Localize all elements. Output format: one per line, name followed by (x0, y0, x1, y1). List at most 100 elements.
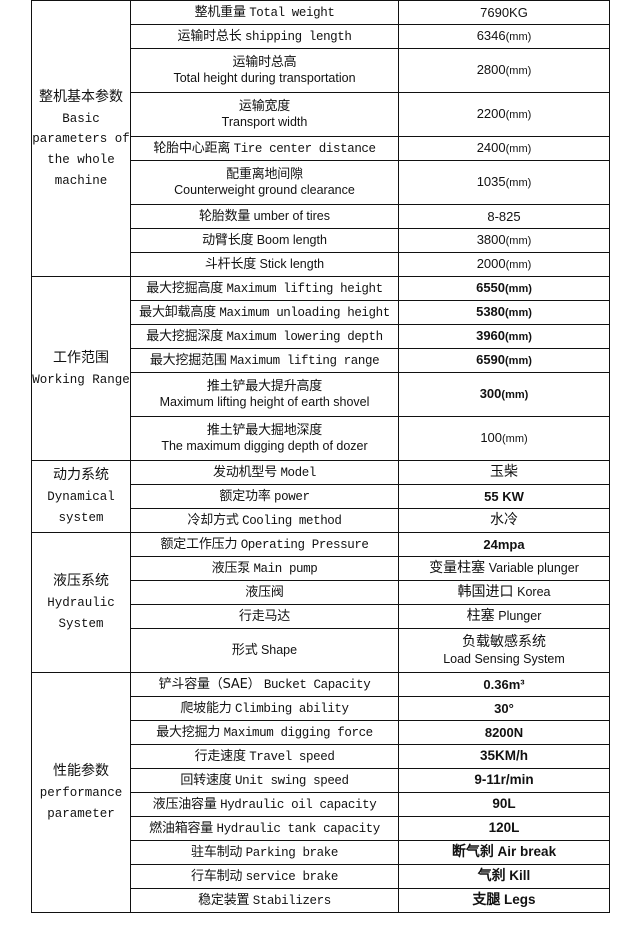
parameter-value-text: Kill (509, 868, 531, 884)
parameter-name-en: Main pump (253, 562, 318, 576)
table-row: 工作范围 Working Range 最大挖掘高度 Maximum lifting … (31, 276, 610, 461)
parameter-name: 额定工作压力 Operating Pressure (130, 532, 399, 557)
parameter-unit: (mm) (505, 109, 532, 122)
parameter-name-en: umber of tires (253, 209, 331, 224)
parameter-value-cn: 支腿 (472, 892, 501, 909)
parameter-name-cn: 稳定装置 (198, 893, 250, 908)
parameter-name: 铲斗容量（SAE） Bucket Capacity (130, 672, 399, 697)
parameter-value-text: Legs (504, 892, 536, 908)
parameter-name-en: Travel speed (249, 750, 335, 764)
parameter-value: 9-11r/min (398, 768, 610, 793)
parameter-name-en: Total height during transportation (173, 71, 356, 86)
parameter-name-en: power (274, 490, 310, 504)
parameter-name: 行走速度 Travel speed (130, 744, 399, 769)
table-row: 额定功率 power 55 KW (32, 484, 610, 509)
group-label-en: Dynamical (47, 490, 115, 505)
parameter-value-text: 2200 (476, 106, 506, 122)
parameter-value-text: 6590 (476, 352, 506, 368)
parameter-name-cn: 斗杆长度 (204, 257, 257, 273)
parameter-name: 回转速度 Unit swing speed (130, 768, 399, 793)
group-label-en: System (58, 617, 104, 632)
parameter-value-cn: 断气刹 (451, 844, 494, 861)
table-row: 回转速度 Unit swing speed 9-11r/min (32, 768, 610, 793)
parameter-name-en: Stabilizers (252, 894, 332, 908)
table-row: 液压系统 Hydraulic System 额定工作压力 Operating Pres… (31, 532, 610, 673)
parameter-name-en: Total weight (249, 6, 335, 20)
group-label-cn: 动力系统 (53, 467, 109, 484)
parameter-value-cn: 气刹 (477, 868, 506, 885)
parameter-name-cn: 动臂长度 (202, 233, 254, 249)
parameter-value: 2400(mm) (398, 136, 610, 161)
parameter-value-text: 100 (480, 430, 503, 446)
parameter-value: 柱塞 Plunger (398, 604, 610, 629)
parameter-value-text: 6346 (476, 28, 506, 44)
parameter-unit: (mm) (502, 433, 528, 446)
parameter-value: 3800(mm) (398, 228, 610, 253)
parameter-name-en: Tire center distance (233, 142, 376, 156)
parameter-unit: (mm) (505, 143, 532, 156)
parameter-value-cn: 变量柱塞 (429, 560, 486, 577)
parameter-name: 稳定装置 Stabilizers (130, 888, 399, 913)
group-label: 工作范围 Working Range (31, 276, 131, 461)
parameter-name-cn: 液压阀 (245, 585, 284, 601)
parameter-name-cn: 冷却方式 (187, 513, 239, 528)
table-row: 爬坡能力 Climbing ability 30° (32, 696, 610, 721)
parameter-name-cn: 形式 (231, 643, 258, 659)
spec-table: 整机基本参数 Basic parameters of the whole machine… (31, 0, 610, 913)
parameter-name-cn: 回转速度 (180, 773, 232, 788)
parameter-name: 冷却方式 Cooling method (130, 508, 399, 533)
parameter-name-cn: 燃油箱容量 (149, 821, 214, 836)
parameter-value-cn: 玉柴 (490, 464, 518, 481)
parameter-value: 3960(mm) (398, 324, 610, 349)
parameter-name: 最大挖掘力 Maximum digging force (130, 720, 399, 745)
parameter-name: 推土铲最大提升高度 Maximum lifting height of earth… (130, 372, 399, 417)
parameter-unit: (mm) (505, 235, 532, 248)
parameter-value-text: 3960 (476, 328, 506, 344)
table-row: 推土铲最大掘地深度 The maximum digging depth of do… (32, 416, 610, 461)
parameter-name: 爬坡能力 Climbing ability (130, 696, 399, 721)
parameter-name-cn: 最大挖掘深度 (146, 329, 224, 344)
parameter-name: 液压阀 (130, 580, 399, 605)
parameter-name: 液压泵 Main pump (130, 556, 399, 581)
parameter-unit: (mm) (505, 65, 532, 78)
parameter-name: 最大挖掘深度 Maximum lowering depth (130, 324, 399, 349)
parameter-value-text: 8200N (484, 724, 524, 740)
parameter-name-en: Boom length (256, 233, 327, 248)
parameter-name: 最大卸载高度 Maximum unloading height (130, 300, 399, 325)
parameter-name-en: Maximum digging force (223, 726, 374, 740)
parameter-value: 气刹 Kill (398, 864, 610, 889)
parameter-value: 7690KG (398, 0, 610, 25)
parameter-value: 24mpa (398, 532, 610, 557)
group-label: 性能参数 performance parameter (31, 672, 131, 913)
parameter-name-cn: 最大挖掘高度 (146, 281, 224, 296)
parameter-value-text: 9-11r/min (474, 772, 534, 788)
group-label-cn: 整机基本参数 (39, 88, 123, 105)
parameter-unit: (mm) (505, 283, 532, 296)
parameter-name-cn: 额定工作压力 (160, 537, 238, 552)
parameter-name: 额定功率 power (130, 484, 399, 509)
parameter-name-en: Shape (260, 643, 298, 658)
parameter-name-en: Counterweight ground clearance (174, 183, 355, 198)
parameter-value-text: 120L (488, 820, 520, 836)
table-row: 性能参数 performance parameter 铲斗容量（SAE） Bucket… (31, 672, 610, 913)
parameter-value: 55 KW (398, 484, 610, 509)
parameter-value-text: 90L (492, 796, 516, 812)
parameter-value-text: 2400 (476, 140, 506, 156)
group-label-en: performance (39, 786, 123, 801)
parameter-name-en: Bucket Capacity (263, 678, 371, 692)
parameter-name: 最大挖掘范围 Maximum lifting range (130, 348, 399, 373)
parameter-name-en: Climbing ability (235, 702, 349, 716)
parameter-unit: (mm) (505, 331, 532, 344)
parameter-value: 300(mm) (398, 372, 610, 417)
parameter-value: 玉柴 (398, 460, 610, 485)
group-label: 整机基本参数 Basic parameters of the whole machine (31, 0, 131, 277)
group-label-cn: 工作范围 (53, 349, 109, 366)
parameter-name: 最大挖掘高度 Maximum lifting height (130, 276, 399, 301)
parameter-value: 2800(mm) (398, 48, 610, 93)
parameter-unit: (mm) (501, 389, 529, 402)
parameter-name: 发动机型号 Model (130, 460, 399, 485)
group-label: 动力系统 Dynamical system (31, 460, 131, 533)
table-row: 形式 Shape 负载敏感系统 Load Sensing System (32, 628, 610, 673)
parameter-name: 斗杆长度 Stick length (130, 252, 399, 277)
parameter-name-en: Parking brake (245, 846, 339, 860)
